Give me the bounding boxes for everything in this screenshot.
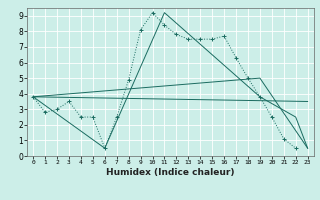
X-axis label: Humidex (Indice chaleur): Humidex (Indice chaleur) <box>106 168 235 177</box>
